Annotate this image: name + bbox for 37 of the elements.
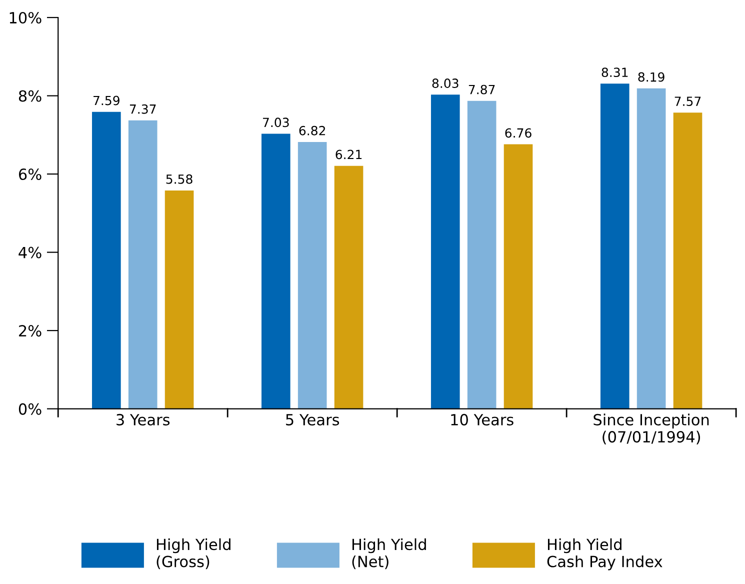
y-tick-label: 8% (18, 90, 42, 102)
bar (261, 134, 290, 409)
data-label: 7.03 (263, 118, 289, 128)
data-label: 7.87 (468, 84, 495, 94)
y-tick-label: 0% (18, 403, 42, 415)
bar (600, 84, 630, 409)
x-tick-label: 10 Years (451, 414, 514, 426)
data-label: 7.59 (94, 96, 120, 106)
data-label: 8.03 (432, 78, 458, 88)
x-tick-label: Since Inception (07/01/1994) (594, 414, 709, 444)
data-label: 8.31 (602, 68, 628, 78)
bar (298, 142, 327, 409)
legend-label: High Yield (Gross) (156, 538, 230, 570)
x-tick-label: 5 Years (286, 414, 340, 426)
legend-label: High Yield (Net) (352, 538, 426, 570)
y-tick-label: 10% (10, 12, 42, 24)
y-tick-label: 4% (18, 246, 42, 258)
bar (334, 166, 364, 409)
y-tick-label: 2% (19, 325, 42, 337)
bar (673, 112, 702, 409)
data-label: 7.57 (674, 96, 701, 106)
data-label: 6.21 (336, 150, 362, 160)
bar (92, 112, 121, 409)
bar (636, 88, 666, 409)
x-tick-label: 3 Years (116, 414, 170, 426)
data-label: 5.58 (166, 174, 192, 184)
bar (467, 100, 496, 409)
bar (164, 190, 194, 409)
data-label: 8.19 (638, 72, 664, 82)
bar (504, 144, 533, 409)
legend-label: High Yield Cash Pay Index (547, 538, 662, 570)
bar (128, 120, 158, 409)
y-tick-label: 6% (18, 168, 42, 180)
bar (430, 94, 460, 409)
data-label: 7.37 (130, 104, 156, 114)
data-label: 6.82 (299, 126, 326, 136)
data-label: 6.76 (505, 128, 532, 138)
